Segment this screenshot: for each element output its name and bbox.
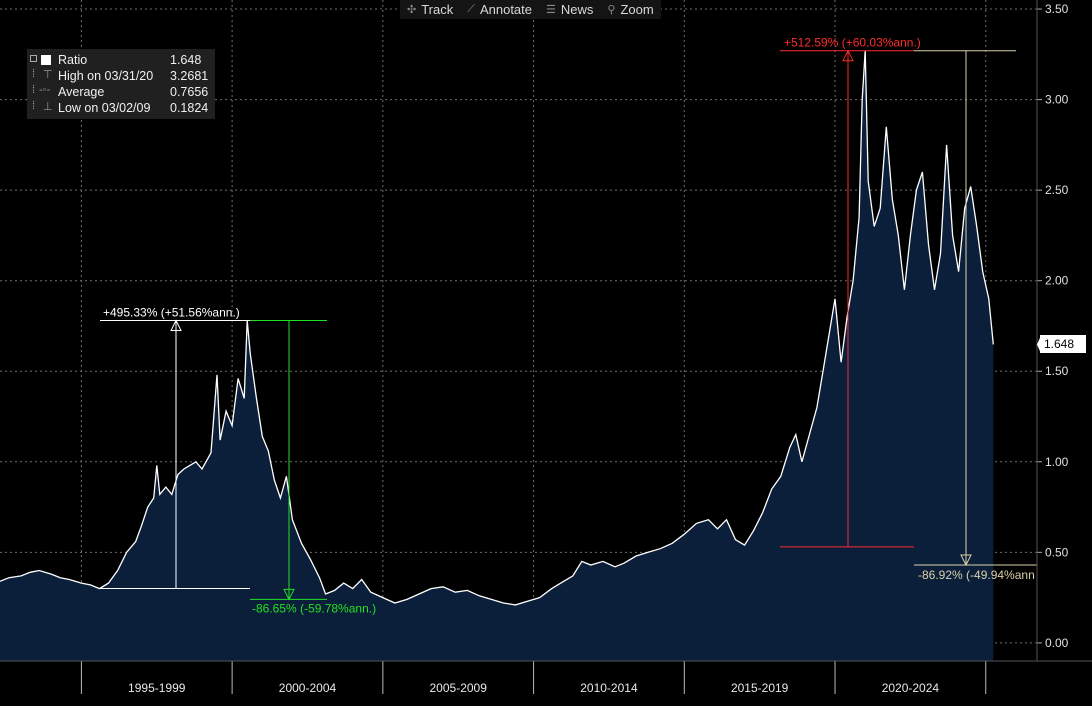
average-marker-icon: ⁞ -◦- (32, 84, 51, 96)
legend-high-value: 3.2681 (170, 69, 209, 83)
track-label: Track (421, 2, 454, 17)
x-tick-label: 2020-2024 (882, 681, 940, 695)
y-tick-label: 0.00 (1045, 636, 1069, 650)
annotate-label: Annotate (479, 2, 532, 17)
legend-average-value: 0.7656 (170, 85, 209, 99)
x-tick-label: 2005-2009 (430, 681, 488, 695)
legend-row-high[interactable]: ⁞ ⊤ High on 03/31/20 3.2681 (27, 68, 215, 84)
legend-high-label: High on 03/31/20 (58, 69, 154, 83)
legend-row-low[interactable]: ⁞ ⊥ Low on 03/02/09 0.1824 (27, 100, 215, 116)
legend-low-value: 0.1824 (170, 101, 209, 115)
pencil-icon: ⟋ (467, 3, 475, 15)
chart-toolbar: ✣ Track ⟋ Annotate ☰ News ⚲ Zoom (400, 0, 661, 19)
x-tick-label: 2010-2014 (580, 681, 638, 695)
ann2-label: -86.65% (-59.78%ann.) (252, 601, 376, 615)
series-line (0, 50, 994, 606)
collapse-box-icon[interactable] (30, 55, 37, 62)
legend-row-average[interactable]: ⁞ -◦- Average 0.7656 (27, 84, 215, 100)
zoom-button[interactable]: ⚲ Zoom (600, 0, 660, 19)
x-tick-label: 1995-1999 (128, 681, 186, 695)
last-value-label: 1.648 (1040, 335, 1086, 353)
x-tick-label: 2015-2019 (731, 681, 789, 695)
track-button[interactable]: ✣ Track (400, 0, 460, 19)
legend-average-label: Average (58, 85, 105, 99)
series-area (0, 50, 994, 661)
zoom-label: Zoom (620, 2, 654, 17)
news-label: News (560, 2, 594, 17)
low-marker-icon: ⁞ ⊥ (32, 100, 53, 113)
y-tick-label: 2.00 (1045, 274, 1069, 288)
news-button[interactable]: ☰ News (539, 0, 600, 19)
ann4-label: -86.92% (-49.94%ann (918, 568, 1035, 582)
ratio-swatch (41, 55, 51, 65)
news-icon: ☰ (546, 4, 556, 16)
y-tick-label: 3.00 (1045, 93, 1069, 107)
annotate-button[interactable]: ⟋ Annotate (460, 0, 539, 19)
x-tick-label: 2000-2004 (279, 681, 337, 695)
y-tick-label: 3.50 (1045, 2, 1069, 16)
y-tick-label: 1.00 (1045, 455, 1069, 469)
ann4-arrowhead (960, 554, 972, 567)
legend-low-label: Low on 03/02/09 (58, 101, 151, 115)
magnifier-icon: ⚲ (607, 4, 616, 16)
y-tick-label: 2.50 (1045, 183, 1069, 197)
ann3-arrowhead (842, 49, 854, 62)
legend-ratio-value: 1.648 (170, 53, 202, 67)
y-tick-label: 1.50 (1045, 364, 1069, 378)
ann1-arrowhead (170, 319, 182, 332)
crosshair-icon: ✣ (407, 4, 417, 16)
legend-row-ratio[interactable]: Ratio 1.648 (27, 52, 215, 68)
legend-ratio-label: Ratio (58, 53, 88, 67)
ann2-arrowhead (283, 588, 295, 601)
ann1-label: +495.33% (+51.56%ann.) (103, 306, 240, 320)
chart-legend: Ratio 1.648 ⁞ ⊤ High on 03/31/20 3.2681 ⁞… (27, 49, 215, 119)
ann3-label: +512.59% (+60.03%ann.) (784, 36, 921, 50)
high-marker-icon: ⁞ ⊤ (32, 68, 53, 81)
y-tick-label: 0.50 (1045, 545, 1069, 559)
